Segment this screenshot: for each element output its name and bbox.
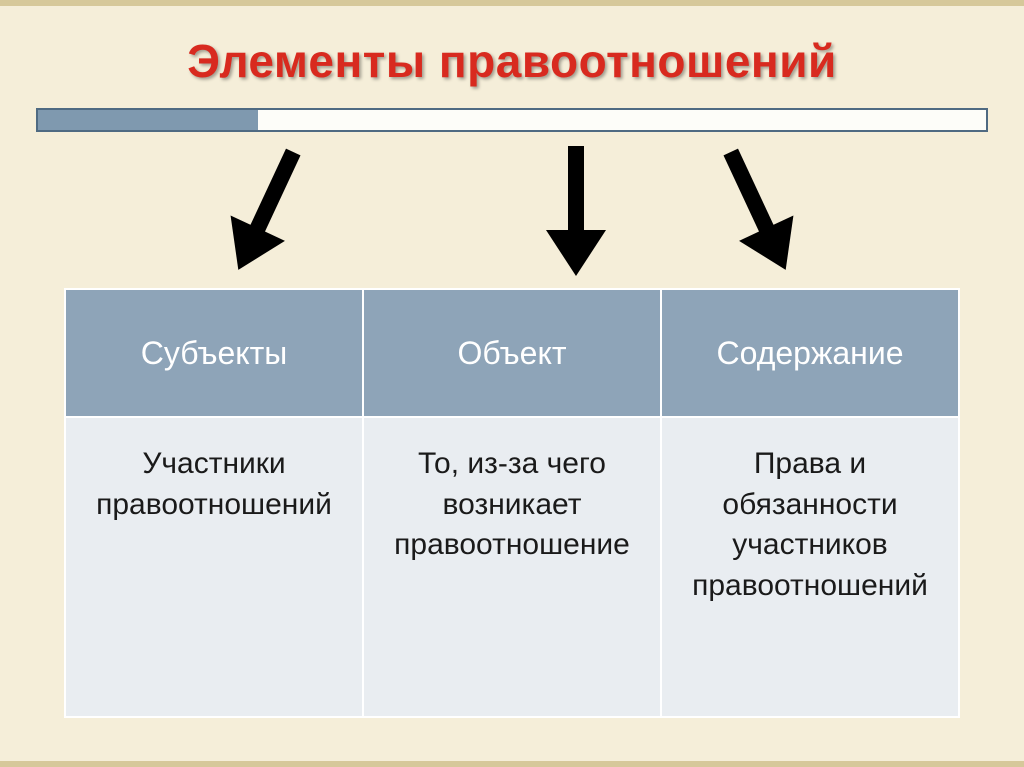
slide-title: Элементы правоотношений bbox=[36, 34, 988, 88]
arrow-left-icon bbox=[181, 119, 351, 301]
accent-rule bbox=[36, 108, 988, 132]
slide: Элементы правоотношений Субъекты Объект … bbox=[0, 0, 1024, 767]
cell-content: Права и обязанности участников правоотно… bbox=[661, 417, 959, 717]
col-header-subjects: Субъекты bbox=[65, 289, 363, 417]
col-header-content: Содержание bbox=[661, 289, 959, 417]
cell-object: То, из-за чего возникает правоотношение bbox=[363, 417, 661, 717]
arrow-middle-icon bbox=[516, 138, 636, 283]
table-body-row: Участники правоотношений То, из-за чего … bbox=[65, 417, 959, 717]
arrows-group bbox=[76, 138, 948, 288]
title-wrap: Элементы правоотношений bbox=[36, 34, 988, 88]
cell-subjects: Участники правоотношений bbox=[65, 417, 363, 717]
elements-table: Субъекты Объект Содержание Участники пра… bbox=[64, 288, 960, 718]
arrow-right-icon bbox=[673, 119, 843, 301]
col-header-object: Объект bbox=[363, 289, 661, 417]
table-header-row: Субъекты Объект Содержание bbox=[65, 289, 959, 417]
